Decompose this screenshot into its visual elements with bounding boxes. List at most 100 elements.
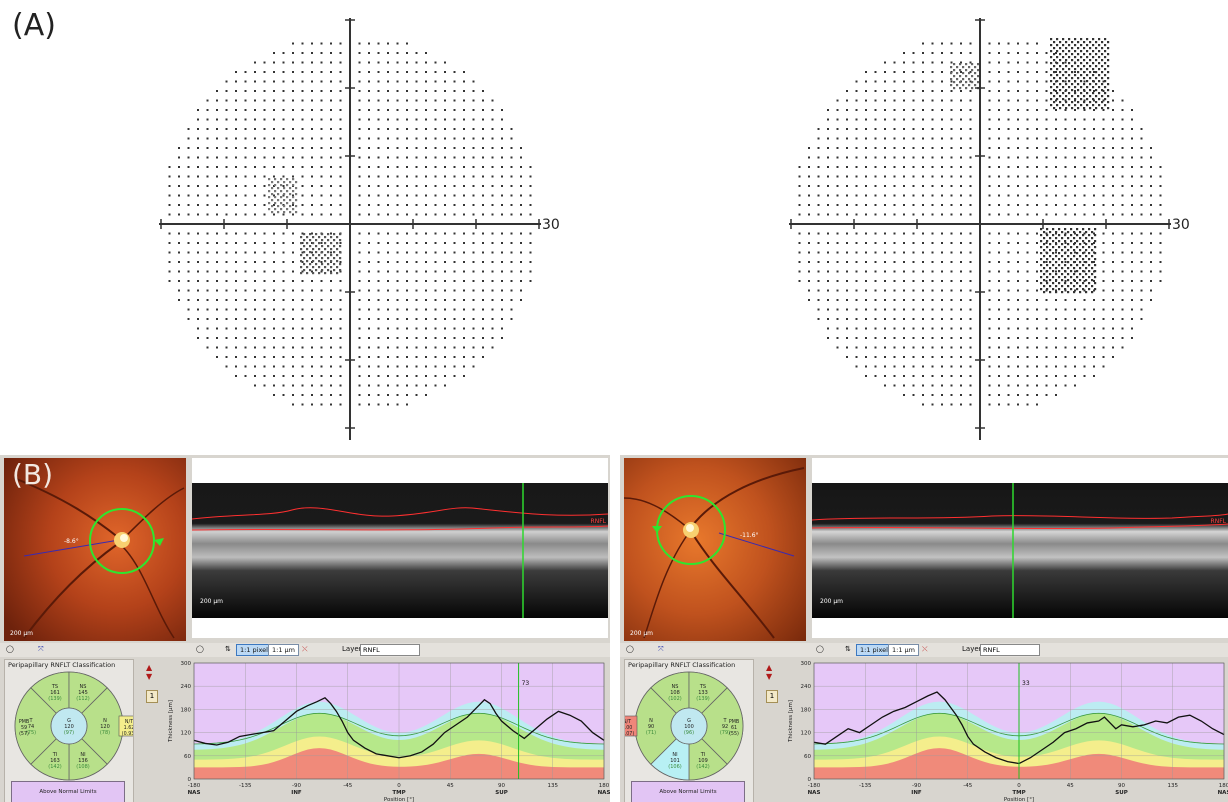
x-tick-label: 45 xyxy=(1067,783,1074,789)
x-tick-label: -135 xyxy=(859,783,872,789)
sector-label: 136 xyxy=(78,758,88,764)
wheel-center xyxy=(670,707,708,745)
sector-label: 145 xyxy=(78,690,88,696)
bscan-left: RNFL 200 µm xyxy=(191,458,609,638)
sector-label: (96) xyxy=(684,730,694,736)
x-sector-label: SUP xyxy=(495,790,507,796)
scale-icon[interactable]: ⇅ xyxy=(845,645,851,653)
x-axis-label: Position [°] xyxy=(384,797,414,802)
sector-label: NS xyxy=(672,684,679,690)
sector-label: NI xyxy=(80,752,85,758)
x-tick-label: 180 xyxy=(1219,783,1228,789)
x-tick-label: 135 xyxy=(548,783,559,789)
nt-ratio-label: N/T xyxy=(625,719,631,725)
thickness-graph-right: 300 240 180 120 60 0 -180 -135 -90 -45 0 45 90 135 180… xyxy=(780,659,1228,802)
layer-label: Layer: xyxy=(342,645,364,653)
x-sector-label: NAS xyxy=(808,790,821,796)
nt-ratio-label: N/T xyxy=(125,719,133,725)
x-tick-label: -45 xyxy=(343,783,352,789)
vf-defect xyxy=(268,178,298,214)
sector-label: NI xyxy=(672,752,677,758)
sector-label: 120 xyxy=(100,724,110,730)
sector-label: (112) xyxy=(76,696,89,702)
x-tick-label: 45 xyxy=(447,783,454,789)
sector-label: N xyxy=(649,718,653,724)
hand-icon[interactable]: ◯ xyxy=(6,645,14,653)
micron-scale-button[interactable]: 1:1 µm xyxy=(888,644,919,656)
bscan-right: RNFL 200 µm xyxy=(811,458,1228,638)
vf-axis-label: 30 xyxy=(542,217,560,233)
nt-ratio-label: (1.07) xyxy=(625,731,634,737)
x-tick-label: -180 xyxy=(188,783,201,789)
sector-label: (97) xyxy=(64,730,74,736)
x-tick-label: -90 xyxy=(912,783,921,789)
x-sector-label: NAS xyxy=(598,790,610,796)
sector-label: 108 xyxy=(670,690,680,696)
y-tick-label: 300 xyxy=(181,661,192,667)
sector-label: (78) xyxy=(100,730,110,736)
pmb-label: (57) xyxy=(19,731,29,737)
pixel-scale-button[interactable]: 1:1 pixel xyxy=(236,644,272,656)
fundus-tool-icon[interactable]: ⤧ xyxy=(658,645,664,653)
sector-label: TI xyxy=(700,752,706,758)
nav-arrows-icon[interactable]: ▲ ▼ xyxy=(766,663,773,681)
sector-label: (106) xyxy=(668,764,681,770)
pixel-scale-button[interactable]: 1:1 pixel xyxy=(856,644,892,656)
fundus-tool-icon[interactable]: ⤧ xyxy=(38,645,44,653)
y-tick-label: 0 xyxy=(808,777,812,783)
y-tick-label: 240 xyxy=(801,684,812,690)
visual-field-right: 30 xyxy=(780,8,1200,448)
sector-label: (139) xyxy=(696,696,709,702)
x-sector-label: TMP xyxy=(392,790,405,796)
x-sector-label: SUP xyxy=(1115,790,1127,796)
sector-label: (142) xyxy=(696,764,709,770)
sector-label: (71) xyxy=(646,730,656,736)
pmb-label: (55) xyxy=(729,731,739,737)
sector-label: (139) xyxy=(48,696,61,702)
layer-select[interactable]: RNFL xyxy=(360,644,420,656)
sector-wheel: TS161(139)NS145(112)N120(78)NI136(108)TI… xyxy=(14,671,133,781)
scale-icon[interactable]: ⇅ xyxy=(225,645,231,653)
layer-tool-icon[interactable]: ⤬ xyxy=(922,645,928,653)
nt-ratio-label: 1.00 xyxy=(625,725,632,731)
page-number[interactable]: 1 xyxy=(146,690,158,703)
vf-defect xyxy=(1050,38,1110,110)
bscan-scale: 200 µm xyxy=(820,598,844,605)
sector-label: 133 xyxy=(698,690,708,696)
fundus-image-left: -8.6° 200 µm xyxy=(4,458,186,641)
sector-label: 161 xyxy=(50,690,60,696)
y-tick-label: 120 xyxy=(801,731,812,737)
hand-icon[interactable]: ◯ xyxy=(626,645,634,653)
fundus-angle: -8.6° xyxy=(64,538,79,545)
nav-arrows-icon[interactable]: ▲ ▼ xyxy=(146,663,153,681)
layer-tool-icon[interactable]: ⤬ xyxy=(302,645,308,653)
visual-field-right-plot: 30 xyxy=(789,18,1190,440)
bscan-marker: RNFL xyxy=(590,518,606,525)
oct-report-right: -11.6° 200 µm RNFL 200 µm xyxy=(620,455,1228,802)
sector-label: 101 xyxy=(670,758,680,764)
sector-label: (102) xyxy=(668,696,681,702)
bscan-hand-icon[interactable]: ◯ xyxy=(816,645,824,653)
sector-label: NS xyxy=(80,684,87,690)
micron-scale-button[interactable]: 1:1 µm xyxy=(268,644,299,656)
layer-select[interactable]: RNFL xyxy=(980,644,1040,656)
nt-ratio-box xyxy=(625,715,638,737)
fundus-scale: 200 µm xyxy=(10,630,34,637)
y-axis-label: Thickness [µm] xyxy=(788,700,794,743)
bscan-marker: RNFL xyxy=(1210,518,1226,525)
sector-label: 163 xyxy=(50,758,60,764)
y-axis-label: Thickness [µm] xyxy=(168,700,174,743)
bscan-hand-icon[interactable]: ◯ xyxy=(196,645,204,653)
sector-wheel: NS108(102)TS133(139)T92(79)TI109(142)NI1… xyxy=(625,671,744,781)
x-tick-label: 0 xyxy=(1017,783,1021,789)
x-sector-label: INF xyxy=(911,790,922,796)
bscan-scale: 200 µm xyxy=(200,598,224,605)
x-tick-label: -45 xyxy=(963,783,972,789)
page-number[interactable]: 1 xyxy=(766,690,778,703)
sector-label: (75) xyxy=(26,730,36,736)
sector-label: TI xyxy=(52,752,58,758)
x-tick-label: 135 xyxy=(1168,783,1179,789)
panel-b-label: (B) xyxy=(12,458,54,491)
sector-label: N xyxy=(103,718,107,724)
sector-label: TS xyxy=(699,684,706,690)
